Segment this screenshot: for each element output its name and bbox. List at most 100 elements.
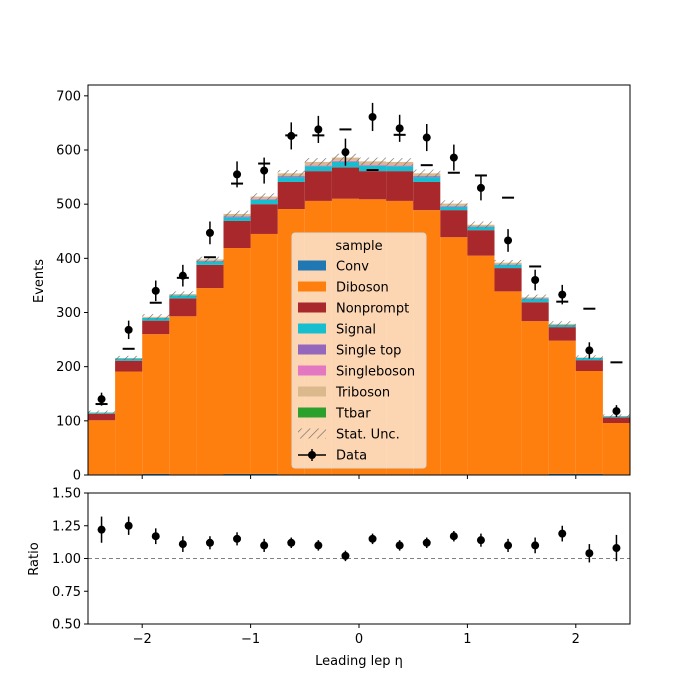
bar-diboson-13: [440, 237, 468, 475]
ratio-y-tick-label: 1.00: [52, 552, 81, 567]
data-point-6: [260, 166, 269, 175]
legend-swatch-nonprompt: [298, 302, 326, 313]
ratio-points: [97, 516, 621, 563]
bar-diboson-6: [250, 233, 278, 474]
legend-swatch-single-top: [298, 344, 326, 355]
legend-label: Conv: [336, 260, 369, 275]
stat-unc-band-10: [359, 157, 387, 166]
legend-label: Data: [336, 449, 367, 464]
bar-nonprompt-4: [196, 264, 224, 289]
bar-signal-4: [196, 261, 224, 265]
bar-nonprompt-3: [169, 298, 197, 317]
data-point-18: [585, 346, 594, 355]
legend-swatch-stat-unc: [298, 428, 326, 439]
bar-diboson-3: [169, 316, 197, 475]
ratio-y-tick-label: 0.75: [52, 585, 81, 600]
legend-entries: Conv Diboson Nonprompt Signal Single top Sing…: [298, 260, 415, 464]
legend-label: Triboson: [335, 386, 390, 401]
stat-unc-band-6: [250, 193, 278, 200]
ratio-x-ticks: −2 −1 0 1 2: [133, 624, 580, 647]
bar-signal-11: [386, 166, 414, 172]
ratio-point-0: [97, 525, 106, 534]
legend-swatch-triboson: [298, 386, 326, 397]
ratio-point-12: [422, 538, 431, 547]
x-axis-label: Leading lep η: [315, 654, 403, 669]
main-y-tick-label: 700: [56, 89, 81, 104]
x-tick-label: 1: [463, 632, 471, 647]
stat-unc-band-1: [115, 355, 143, 361]
data-point-10: [368, 112, 377, 121]
main-y-tick-label: 0: [73, 469, 81, 484]
data-point-15: [504, 236, 513, 245]
ratio-panel: 0.50 0.75 1.00 1.25 1.50 −2 −1 0 1 2 Ratio Leadi…: [27, 487, 631, 669]
legend-swatch-diboson: [298, 281, 326, 292]
ratio-y-ticks: 0.50 0.75 1.00 1.25 1.50: [52, 487, 88, 633]
x-tick-label: 0: [355, 632, 363, 647]
bar-diboson-18: [575, 371, 603, 474]
legend-label: Nonprompt: [336, 302, 409, 317]
legend-title: sample: [335, 239, 382, 254]
main-y-tick-label: 600: [56, 144, 81, 159]
ratio-point-18: [585, 549, 594, 558]
bar-single-top-11: [386, 165, 414, 167]
bar-single-top-10: [359, 165, 387, 166]
bar-nonprompt-0: [88, 413, 116, 421]
bar-nonprompt-8: [304, 171, 332, 201]
bar-nonprompt-13: [440, 210, 468, 238]
alt-prediction-markers: [95, 128, 623, 406]
bar-nonprompt-16: [521, 302, 549, 322]
ratio-point-2: [151, 532, 160, 541]
bar-signal-16: [521, 298, 549, 303]
bar-diboson-4: [196, 288, 224, 475]
data-point-17: [558, 290, 567, 299]
bar-nonprompt-1: [115, 360, 143, 372]
main-x-ticks: [141, 475, 577, 479]
bar-diboson-14: [467, 255, 495, 475]
bar-signal-5: [223, 217, 251, 221]
bar-signal-8: [304, 166, 332, 172]
main-y-tick-label: 300: [56, 306, 81, 321]
stat-unc-band-15: [494, 259, 522, 266]
legend-label: Signal: [336, 323, 376, 338]
main-y-tick-label: 200: [56, 360, 81, 375]
data-point-2: [151, 286, 160, 295]
legend-swatch-conv: [298, 260, 326, 271]
bar-signal-13: [440, 206, 468, 211]
ratio-point-8: [314, 541, 323, 550]
stat-unc-band-8: [304, 158, 332, 166]
stat-unc-band-13: [440, 200, 468, 207]
bar-nonprompt-12: [413, 181, 441, 211]
ratio-point-16: [531, 541, 540, 550]
bar-diboson-2: [142, 334, 170, 474]
bar-nonprompt-10: [359, 171, 387, 200]
legend-label: Ttbar: [335, 407, 371, 422]
bar-single-top-8: [304, 165, 332, 167]
bar-nonprompt-6: [250, 204, 278, 234]
data-point-4: [205, 228, 214, 237]
ratio-plot-area: [88, 493, 630, 624]
data-point-5: [233, 170, 242, 179]
x-tick-label: −2: [133, 632, 152, 647]
bar-conv-6: [250, 473, 278, 475]
stat-unc-band-7: [277, 170, 305, 177]
stat-unc-band-3: [169, 291, 197, 297]
ratio-point-17: [558, 529, 567, 538]
legend-label: Single top: [336, 344, 401, 359]
ratio-point-10: [368, 534, 377, 543]
stat-unc-band-17: [548, 321, 576, 327]
bar-diboson-15: [494, 291, 522, 475]
stat-unc-band-2: [142, 314, 170, 320]
ratio-point-11: [395, 541, 404, 550]
data-point-16: [531, 276, 540, 284]
bar-signal-12: [413, 177, 441, 182]
ratio-y-axis-label: Ratio: [27, 542, 42, 575]
legend-label: Diboson: [336, 281, 389, 296]
data-point-7: [287, 131, 296, 140]
data-point-13: [449, 153, 458, 162]
bar-nonprompt-14: [467, 230, 495, 256]
ratio-point-13: [449, 532, 458, 541]
bar-signal-15: [494, 264, 522, 269]
ratio-point-19: [612, 544, 621, 553]
bar-conv-2: [142, 473, 170, 475]
stat-unc-band-12: [413, 169, 441, 178]
